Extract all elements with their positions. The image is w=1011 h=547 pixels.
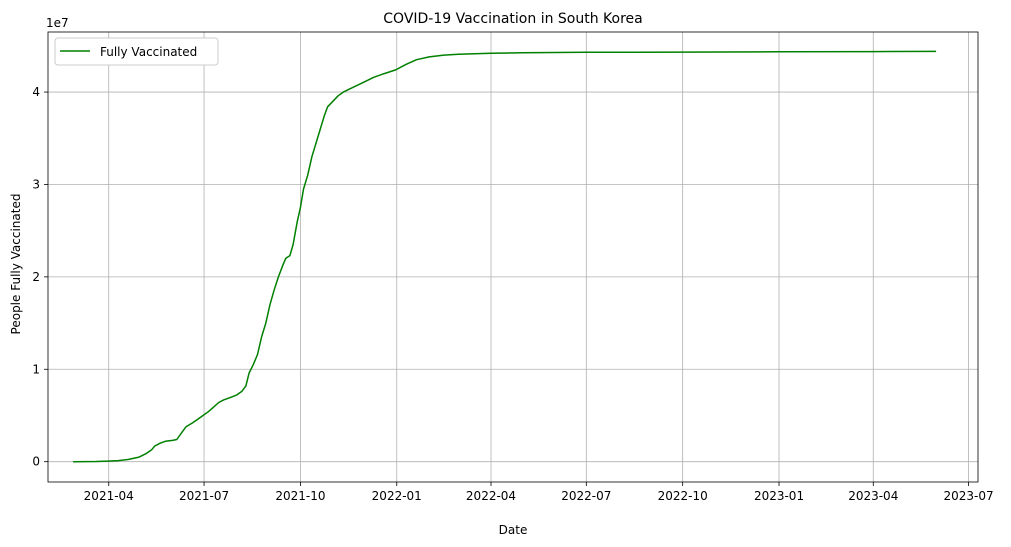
x-tick-label: 2021-10 <box>275 489 325 503</box>
x-tick-label: 2023-04 <box>848 489 898 503</box>
y-tick-label: 2 <box>32 270 40 284</box>
x-tick-label: 2022-04 <box>466 489 516 503</box>
x-tick-label: 2023-01 <box>754 489 804 503</box>
y-tick-label: 4 <box>32 85 40 99</box>
y-tick-label: 3 <box>32 177 40 191</box>
legend-box <box>54 37 219 66</box>
plot-frame <box>47 31 979 483</box>
legend-label-fully-vaccinated: Fully Vaccinated <box>100 45 197 59</box>
x-tick-label: 2022-01 <box>372 489 422 503</box>
x-axis-ticks: 2021-04 2021-07 2021-10 2022-01 2022-04 2022-… <box>84 482 994 503</box>
y-tick-label: 1 <box>32 362 40 376</box>
y-scale-label: 1e7 <box>46 16 69 30</box>
legend: Fully Vaccinated <box>54 37 219 66</box>
series-layer <box>73 50 937 463</box>
y-tick-label: 0 <box>32 455 40 469</box>
x-gridlines <box>108 32 969 482</box>
x-tick-label: 2023-07 <box>944 489 994 503</box>
y-axis-label: People Fully Vaccinated <box>9 194 23 335</box>
x-tick-label: 2021-07 <box>179 489 229 503</box>
y-gridlines <box>48 91 978 463</box>
chart-title: COVID-19 Vaccination in South Korea <box>383 11 642 27</box>
x-tick-label: 2021-04 <box>84 489 134 503</box>
x-axis-label: Date <box>499 523 528 537</box>
series-line-fully-vaccinated <box>73 50 937 463</box>
x-tick-label: 2022-10 <box>658 489 708 503</box>
x-tick-label: 2022-07 <box>561 489 611 503</box>
y-axis-ticks: 0 1 2 3 4 <box>32 85 48 469</box>
